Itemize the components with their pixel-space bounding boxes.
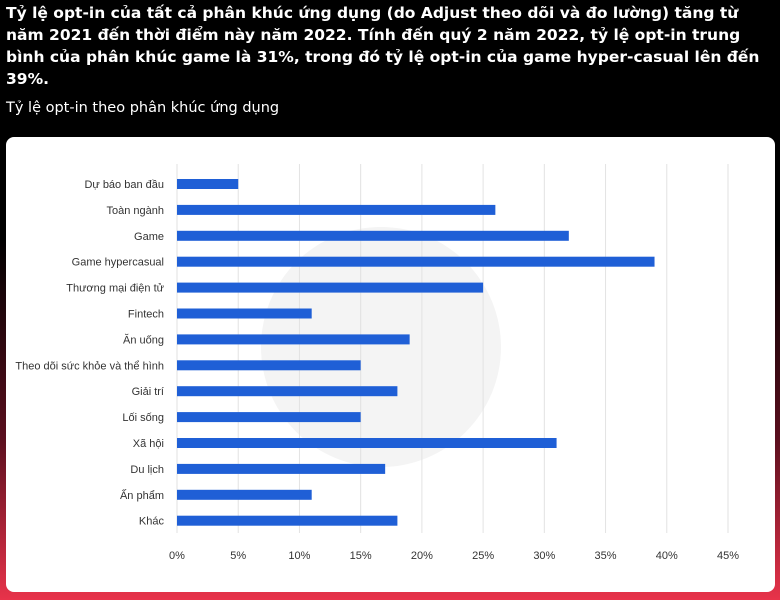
category-label: Ấn phẩm <box>120 489 164 502</box>
category-label: Theo dõi sức khỏe và thể hình <box>15 360 164 372</box>
bar <box>177 282 484 293</box>
category-label: Fintech <box>128 309 164 321</box>
bar <box>177 204 496 215</box>
x-tick-label: 20% <box>411 550 433 562</box>
bar <box>177 463 386 474</box>
bar <box>177 515 398 526</box>
bar-chart: Dự báo ban đầu Toàn ngành Game Game hyperca… <box>15 164 739 562</box>
header: Tỷ lệ opt-in của tất cả phân khúc ứng dụ… <box>6 2 776 116</box>
category-label: Toàn ngành <box>107 205 165 217</box>
category-labels: Dự báo ban đầu Toàn ngành Game Game hyperca… <box>15 179 164 528</box>
bar <box>177 308 312 319</box>
chart-card: Dự báo ban đầu Toàn ngành Game Game hyperca… <box>6 137 775 592</box>
x-tick-label: 15% <box>350 550 372 562</box>
watermark-logo <box>261 227 501 467</box>
x-tick-label: 45% <box>717 550 739 562</box>
category-label: Giải trí <box>132 386 164 398</box>
bar <box>177 179 239 189</box>
x-tick-label: 10% <box>288 550 310 562</box>
x-tick-label: 5% <box>230 550 246 562</box>
category-label: Lối sống <box>122 412 164 424</box>
bar <box>177 386 398 397</box>
grid-lines <box>176 164 729 533</box>
chart-title: Tỷ lệ opt-in của tất cả phân khúc ứng dụ… <box>6 4 760 88</box>
bar <box>177 230 569 241</box>
category-label: Thương mại điện tử <box>66 283 164 295</box>
category-label: Dự báo ban đầu <box>84 179 164 191</box>
category-label: Game hypercasual <box>72 257 164 269</box>
chart-subtitle: Tỷ lệ opt-in theo phân khúc ứng dụng <box>6 100 280 116</box>
x-tick-label: 0% <box>169 550 185 562</box>
bar <box>177 412 361 423</box>
x-tick-label: 35% <box>595 550 617 562</box>
bars <box>177 179 655 526</box>
category-label: Du lịch <box>130 464 164 476</box>
bar <box>177 334 410 345</box>
x-tick-labels: 0% 5% 10% 15% 20% 25% 30% 35% 40% 45% <box>169 550 739 562</box>
bar <box>177 256 655 267</box>
x-tick-label: 30% <box>533 550 555 562</box>
category-label: Ăn uống <box>123 333 164 346</box>
category-label: Khác <box>139 516 165 528</box>
x-tick-label: 25% <box>472 550 494 562</box>
bar <box>177 438 557 448</box>
bar <box>177 489 312 500</box>
x-tick-label: 40% <box>656 550 678 562</box>
category-label: Game <box>134 231 164 243</box>
category-label: Xã hội <box>133 438 164 450</box>
bar <box>177 360 361 371</box>
